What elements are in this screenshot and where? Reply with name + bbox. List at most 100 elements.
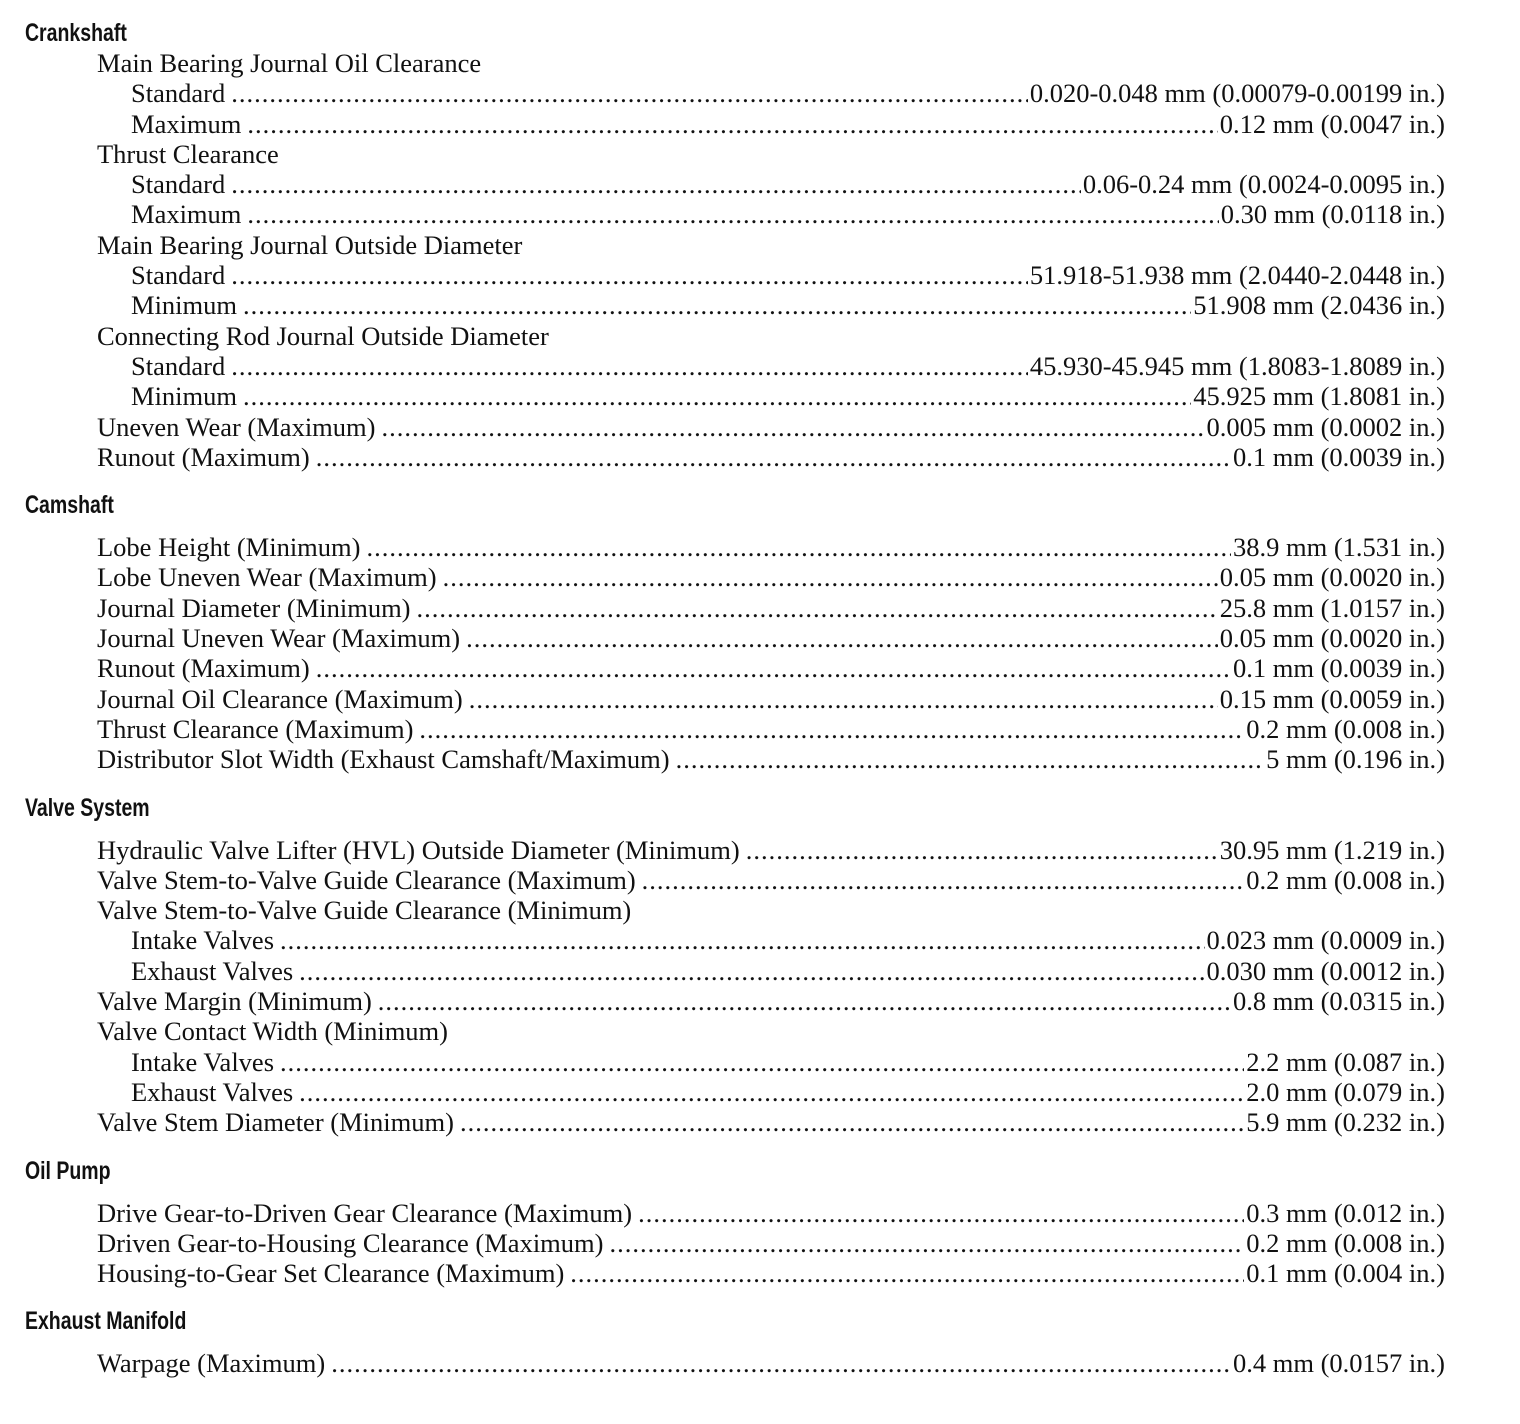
dot-leader (381, 412, 1204, 442)
spec-value: 5 mm (0.196 in.) (1266, 744, 1445, 775)
spec-label: Driven Gear-to-Housing Clearance (Maximu… (97, 1227, 604, 1258)
spec-row: Standard 0.06-0.24 mm (0.0024-0.0095 in.) (0, 169, 1445, 199)
spec-value: 2.0 mm (0.079 in.) (1246, 1076, 1445, 1107)
dot-leader (676, 744, 1265, 774)
spec-label: Warpage (Maximum) (97, 1348, 326, 1379)
dot-leader (299, 956, 1204, 986)
spec-label: Exhaust Valves (131, 1076, 294, 1107)
section-heading: Exhaust Manifold (24, 1307, 187, 1336)
spec-label: Housing-to-Gear Set Clearance (Maximum) (97, 1258, 565, 1289)
dot-leader (419, 714, 1244, 744)
spec-row: Exhaust Valves 0.030 mm (0.0012 in.) (0, 956, 1445, 986)
dot-leader (243, 290, 1191, 320)
spec-label: Main Bearing Journal Outside Diameter (97, 229, 523, 260)
dot-leader (231, 78, 1028, 108)
dot-leader (280, 925, 1204, 955)
spec-label: Journal Uneven Wear (Maximum) (97, 623, 461, 654)
spec-value: 51.908 mm (2.0436 in.) (1193, 290, 1445, 321)
spec-label: Standard (131, 350, 226, 381)
dot-leader (316, 442, 1231, 472)
spec-label: Connecting Rod Journal Outside Diameter (97, 320, 549, 351)
spec-label: Thrust Clearance (Maximum) (97, 713, 414, 744)
spec-label: Standard (131, 78, 226, 109)
spec-group-label: Valve Stem-to-Valve Guide Clearance (Min… (0, 895, 1445, 925)
spec-row: Standard 45.930-45.945 mm (1.8083-1.8089 … (0, 351, 1445, 381)
spec-row: Journal Uneven Wear (Maximum) 0.05 mm (0.… (0, 623, 1445, 653)
dot-leader (231, 169, 1081, 199)
spec-value: 0.05 mm (0.0020 in.) (1219, 623, 1445, 654)
spec-value: 0.4 mm (0.0157 in.) (1233, 1348, 1445, 1379)
spec-row: Intake Valves 0.023 mm (0.0009 in.) (0, 925, 1445, 955)
spec-label: Lobe Uneven Wear (Maximum) (97, 562, 437, 593)
spec-row: Valve Stem Diameter (Minimum) 5.9 mm (0.2… (0, 1107, 1445, 1137)
spec-value: 0.05 mm (0.0020 in.) (1219, 562, 1445, 593)
spec-label: Journal Oil Clearance (Maximum) (97, 683, 463, 714)
spec-value: 0.12 mm (0.0047 in.) (1219, 108, 1445, 139)
spec-label: Standard (131, 169, 226, 200)
spec-label: Maximum (131, 108, 242, 139)
spec-value: 0.2 mm (0.008 in.) (1246, 713, 1445, 744)
dot-leader (460, 1107, 1244, 1137)
spec-label: Main Bearing Journal Oil Clearance (97, 48, 482, 78)
spec-label: Minimum (131, 381, 238, 412)
spec-label: Intake Valves (131, 1046, 275, 1077)
spec-value: 30.95 mm (1.219 in.) (1219, 834, 1445, 865)
dot-leader (570, 1258, 1244, 1288)
spec-value: 0.2 mm (0.008 in.) (1246, 864, 1445, 895)
spec-label: Standard (131, 260, 226, 291)
spec-group-label: Main Bearing Journal Outside Diameter (0, 230, 1445, 260)
spec-value: 51.918-51.938 mm (2.0440-2.0448 in.) (1029, 260, 1445, 291)
spec-label: Valve Contact Width (Minimum) (97, 1016, 448, 1047)
spec-value: 0.1 mm (0.004 in.) (1246, 1258, 1445, 1289)
section-heading: Valve System (24, 793, 150, 822)
spec-value: 0.1 mm (0.0039 in.) (1233, 653, 1445, 684)
spec-row: Driven Gear-to-Housing Clearance (Maximu… (0, 1228, 1445, 1258)
section-oil-pump: Oil Pump Drive Gear-to-Driven Gear Cleara… (0, 1156, 1520, 1289)
spec-group-label: Valve Contact Width (Minimum) (0, 1016, 1445, 1046)
spec-value: 38.9 mm (1.531 in.) (1233, 532, 1445, 563)
spec-row: Lobe Height (Minimum) 38.9 mm (1.531 in.) (0, 532, 1445, 562)
spec-row: Maximum 0.12 mm (0.0047 in.) (0, 109, 1445, 139)
spec-value: 2.2 mm (0.087 in.) (1246, 1046, 1445, 1077)
spec-row: Maximum 0.30 mm (0.0118 in.) (0, 199, 1445, 229)
dot-leader (638, 1198, 1244, 1228)
spec-row: Uneven Wear (Maximum) 0.005 mm (0.0002 in… (0, 412, 1445, 442)
spec-label: Lobe Height (Minimum) (97, 532, 361, 563)
spec-label: Valve Stem-to-Valve Guide Clearance (Min… (97, 895, 632, 926)
section-exhaust-manifold: Exhaust Manifold Warpage (Maximum) 0.4 mm … (0, 1306, 1520, 1378)
spec-row: Runout (Maximum) 0.1 mm (0.0039 in.) (0, 442, 1445, 472)
spec-row: Thrust Clearance (Maximum) 0.2 mm (0.008 … (0, 714, 1445, 744)
spec-row: Hydraulic Valve Lifter (HVL) Outside Dia… (0, 835, 1445, 865)
spec-label: Drive Gear-to-Driven Gear Clearance (Max… (97, 1197, 633, 1228)
spec-label: Journal Diameter (Minimum) (97, 592, 411, 623)
dot-leader (378, 986, 1231, 1016)
dot-leader (247, 199, 1218, 229)
spec-row: Warpage (Maximum) 0.4 mm (0.0157 in.) (0, 1348, 1445, 1378)
spec-value: 0.030 mm (0.0012 in.) (1206, 955, 1446, 986)
spec-value: 0.020-0.048 mm (0.00079-0.00199 in.) (1029, 78, 1445, 109)
spec-value: 45.925 mm (1.8081 in.) (1193, 381, 1445, 412)
spec-row: Journal Oil Clearance (Maximum) 0.15 mm (… (0, 684, 1445, 714)
spec-row: Standard 0.020-0.048 mm (0.00079-0.00199 … (0, 78, 1445, 108)
spec-label: Valve Stem-to-Valve Guide Clearance (Max… (97, 864, 636, 895)
spec-value: 45.930-45.945 mm (1.8083-1.8089 in.) (1029, 350, 1445, 381)
spec-row: Valve Stem-to-Valve Guide Clearance (Max… (0, 865, 1445, 895)
dot-leader (231, 260, 1028, 290)
dot-leader (280, 1047, 1244, 1077)
spec-label: Runout (Maximum) (97, 441, 310, 472)
spec-label: Intake Valves (131, 925, 275, 956)
spec-label: Minimum (131, 290, 238, 321)
dot-leader (247, 109, 1217, 139)
dot-leader (417, 593, 1218, 623)
spec-row: Standard 51.918-51.938 mm (2.0440-2.0448 … (0, 260, 1445, 290)
spec-row: Housing-to-Gear Set Clearance (Maximum) 0… (0, 1258, 1445, 1288)
section-crankshaft: Crankshaft Main Bearing Journal Oil Clear… (0, 18, 1520, 472)
spec-value: 25.8 mm (1.0157 in.) (1219, 592, 1445, 623)
dot-leader (466, 623, 1218, 653)
spec-row: Minimum 45.925 mm (1.8081 in.) (0, 381, 1445, 411)
spec-value: 0.005 mm (0.0002 in.) (1206, 411, 1446, 442)
spec-label: Thrust Clearance (97, 138, 279, 169)
spec-row: Exhaust Valves 2.0 mm (0.079 in.) (0, 1077, 1445, 1107)
dot-leader (231, 351, 1028, 381)
spec-value: 5.9 mm (0.232 in.) (1246, 1107, 1445, 1138)
